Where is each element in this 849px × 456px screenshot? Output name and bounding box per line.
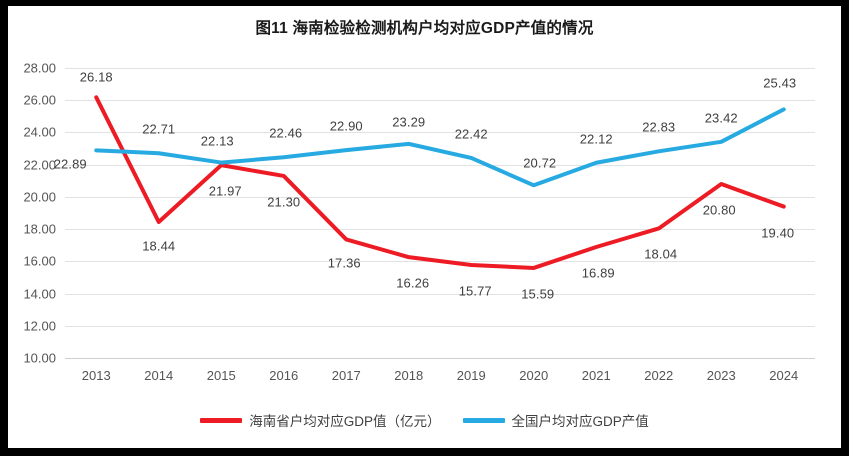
x-axis-tick-label: 2017 xyxy=(331,368,361,383)
y-axis-tick-label: 26.00 xyxy=(23,92,56,108)
gridline xyxy=(65,293,815,295)
data-label: 20.80 xyxy=(702,202,736,218)
x-axis-tick-label: 2020 xyxy=(519,368,549,383)
x-axis-tick-label: 2024 xyxy=(769,368,799,383)
x-axis-tick-label: 2016 xyxy=(269,368,299,383)
gridline xyxy=(65,164,815,166)
y-axis-tick-label: 24.00 xyxy=(23,124,56,140)
legend-label: 海南省户均对应GDP值（亿元） xyxy=(249,414,441,429)
data-label: 22.83 xyxy=(642,119,676,135)
data-label: 22.71 xyxy=(142,121,176,137)
data-label: 15.59 xyxy=(521,286,555,302)
data-label: 22.89 xyxy=(53,156,87,172)
y-axis-tick-label: 20.00 xyxy=(23,189,56,205)
legend-swatch-icon xyxy=(200,417,243,423)
data-label: 22.90 xyxy=(329,118,363,134)
x-axis-tick-label: 2021 xyxy=(581,368,611,383)
x-axis-tick-label: 2019 xyxy=(456,368,486,383)
gridline xyxy=(65,100,815,102)
x-axis-tick-label: 2015 xyxy=(206,368,236,383)
data-label: 15.77 xyxy=(458,283,492,299)
y-axis-tick-label: 16.00 xyxy=(23,253,56,269)
series-line-2 xyxy=(94,107,786,188)
gridline xyxy=(65,68,815,69)
x-axis-tick-label: 2013 xyxy=(81,368,111,383)
data-label: 16.89 xyxy=(581,265,615,281)
y-axis-tick-label: 12.00 xyxy=(23,318,56,334)
x-axis-line xyxy=(65,357,815,359)
series-lines xyxy=(94,95,786,270)
data-label: 22.13 xyxy=(200,133,234,149)
y-axis-tick-label: 28.00 xyxy=(23,60,56,76)
data-label: 25.43 xyxy=(763,75,797,91)
data-label: 17.36 xyxy=(327,255,361,271)
y-axis-tick-label: 14.00 xyxy=(23,286,56,302)
legend-item-2[interactable]: 全国户均对应GDP产值 xyxy=(462,410,649,430)
legend-item-1[interactable]: 海南省户均对应GDP值（亿元） xyxy=(200,410,441,430)
data-label: 23.29 xyxy=(392,114,426,130)
y-axis-tick-label: 10.00 xyxy=(23,350,56,366)
chart-title: 图11 海南检验检测机构户均对应GDP产值的情况 xyxy=(255,20,594,37)
data-label: 22.46 xyxy=(269,125,303,141)
data-label: 19.40 xyxy=(761,225,795,241)
data-label: 20.72 xyxy=(523,155,557,171)
x-axis-tick-label: 2022 xyxy=(644,368,674,383)
x-axis-tick-label: 2023 xyxy=(706,368,736,383)
data-label: 18.44 xyxy=(142,238,176,254)
data-label: 21.30 xyxy=(267,194,301,210)
x-axis-tick-label: 2014 xyxy=(144,368,174,383)
gridline xyxy=(65,196,815,198)
series-line-1 xyxy=(94,95,786,270)
legend-label: 全国户均对应GDP产值 xyxy=(511,414,649,429)
y-axis-tick-label: 22.00 xyxy=(23,157,56,173)
legend-swatch-icon xyxy=(462,417,505,423)
x-axis-tick-label: 2018 xyxy=(394,368,424,383)
data-label: 22.42 xyxy=(454,126,488,142)
gridline xyxy=(65,229,815,231)
data-label: 18.04 xyxy=(644,246,678,262)
data-label: 26.18 xyxy=(79,69,113,85)
y-axis-tick-label: 18.00 xyxy=(23,221,56,237)
plot-area: 28.00 26.00 24.00 22.00 20.00 18.00 16.00 14.00… xyxy=(23,61,815,383)
data-label: 21.97 xyxy=(208,183,242,199)
chart-legend: 海南省户均对应GDP值（亿元） 全国户均对应GDP产值 xyxy=(8,410,841,430)
data-label: 23.42 xyxy=(704,110,738,126)
chart-figure: 图11 海南检验检测机构户均对应GDP产值的情况 28.00 26.00 24.00… xyxy=(8,6,841,448)
data-label: 22.12 xyxy=(579,131,613,147)
gridline xyxy=(65,132,815,134)
data-label: 16.26 xyxy=(396,275,430,291)
gridline xyxy=(65,325,815,327)
